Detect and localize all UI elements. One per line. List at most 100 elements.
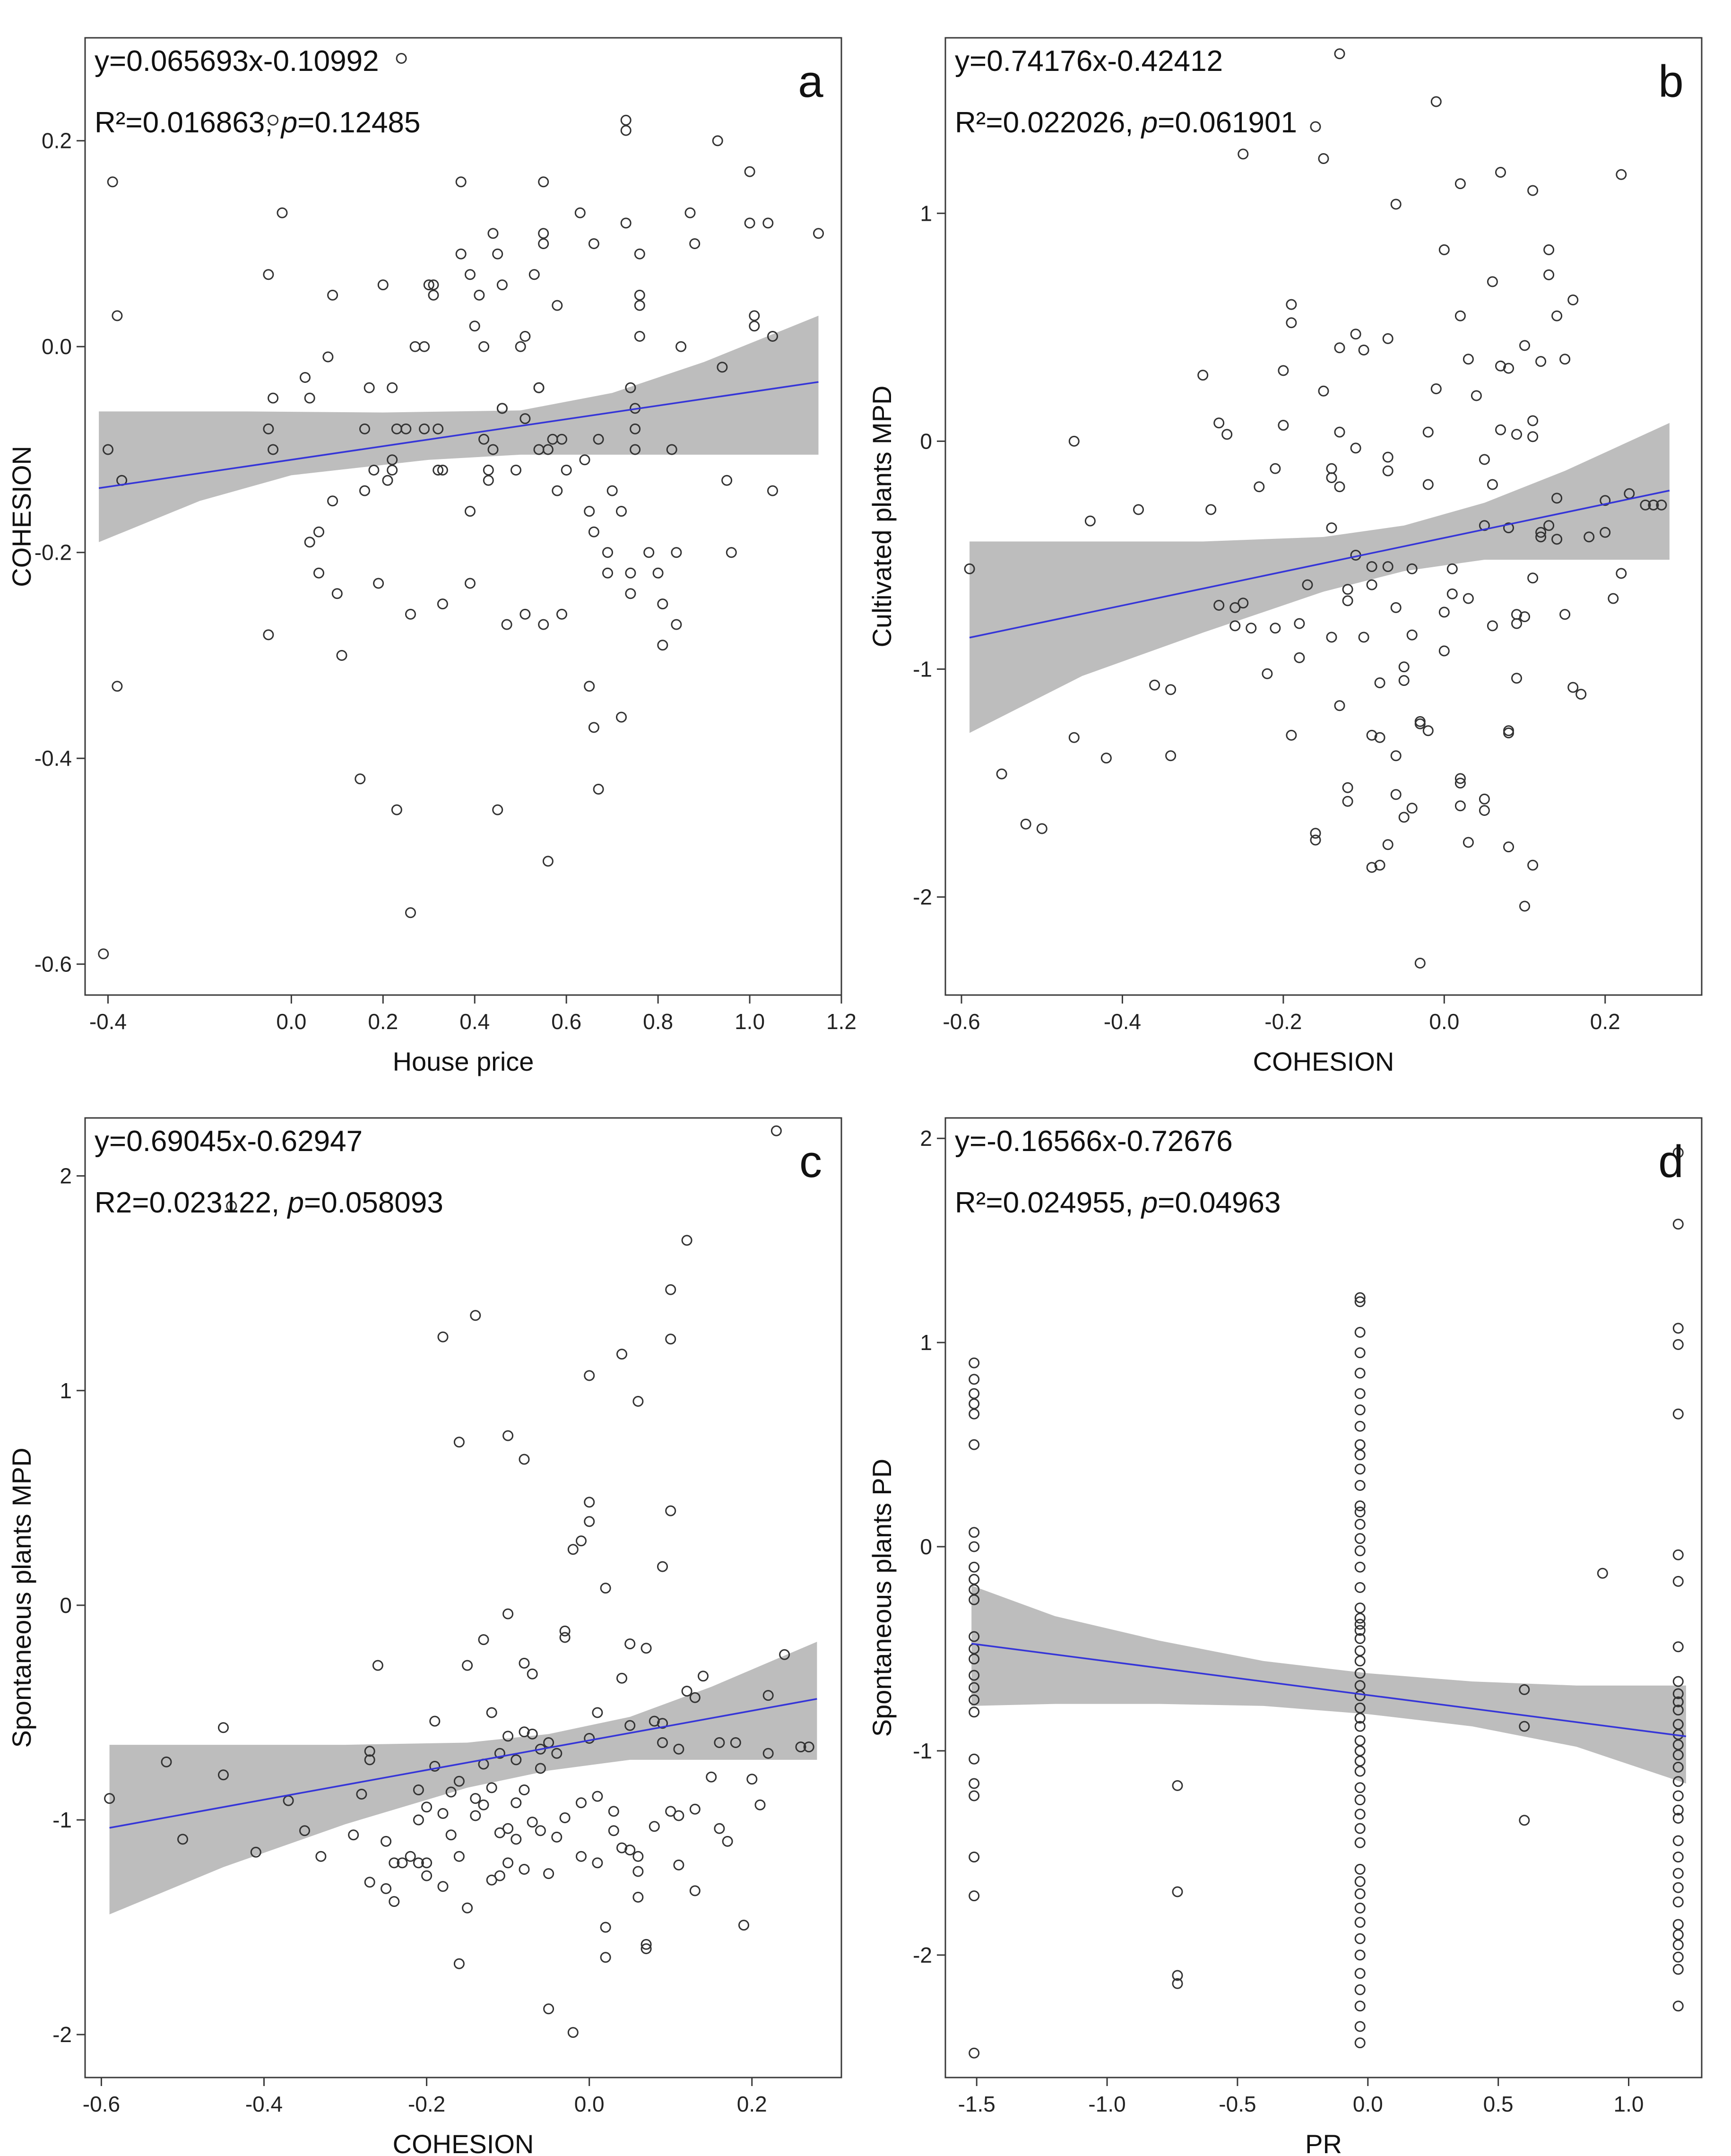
data-point (1390, 602, 1402, 613)
data-point (1551, 493, 1563, 504)
data-point (327, 289, 338, 301)
data-point (1672, 1852, 1684, 1862)
data-point (1527, 185, 1539, 196)
data-point (1262, 668, 1273, 679)
data-point (1165, 684, 1177, 695)
data-point (559, 1625, 571, 1636)
data-point (1197, 370, 1209, 381)
data-point (1382, 465, 1393, 476)
data-point (1354, 1619, 1366, 1630)
data-point (494, 1748, 505, 1759)
data-point (445, 1829, 457, 1841)
data-point (600, 1583, 611, 1594)
data-point (608, 1825, 619, 1836)
data-point (1318, 385, 1329, 397)
data-point (486, 1782, 497, 1793)
data-point (1503, 363, 1514, 374)
data-point (356, 1789, 367, 1800)
x-tick-label: -0.4 (1104, 1009, 1141, 1034)
data-point (453, 1437, 465, 1448)
data-point (1616, 169, 1627, 180)
data-point (969, 1398, 980, 1410)
data-point (112, 681, 123, 692)
data-point (1487, 276, 1498, 287)
p-value: =0.061901 (1158, 106, 1297, 139)
data-point (1390, 750, 1402, 762)
data-point (1334, 700, 1345, 711)
data-point (396, 53, 407, 64)
data-point (744, 217, 755, 229)
data-point (681, 1235, 692, 1246)
data-point (161, 1756, 172, 1767)
x-tick-label: 1.0 (735, 1009, 765, 1034)
data-point (969, 1694, 980, 1706)
data-point (1543, 269, 1555, 280)
data-point (1454, 800, 1466, 812)
x-tick-label: 0.0 (276, 1009, 306, 1034)
data-point (1430, 383, 1442, 394)
data-point (1354, 1721, 1366, 1732)
data-point (535, 1825, 546, 1836)
data-point (1527, 415, 1539, 426)
data-point (364, 382, 375, 393)
data-point (277, 207, 288, 218)
data-point (1672, 1676, 1684, 1687)
data-point (1172, 1970, 1183, 1981)
data-point (1672, 1408, 1684, 1420)
data-point (519, 1454, 530, 1465)
data-point (969, 1654, 980, 1665)
data-point (1354, 1404, 1366, 1416)
data-point (588, 526, 599, 537)
data-point (1495, 360, 1506, 372)
data-point (421, 1801, 433, 1813)
data-point (359, 423, 370, 434)
data-point (1254, 481, 1265, 493)
data-point (400, 423, 412, 434)
data-point (1430, 96, 1442, 107)
panel-c: -0.6 -0.4 -0.2 0.0 0.2 2 1 0 -1 -2 COHESION Spontan… (7, 1117, 842, 2156)
data-point (1354, 1368, 1366, 1379)
data-point (437, 1331, 449, 1342)
data-point (487, 228, 499, 239)
data-point (1354, 1645, 1366, 1656)
data-point (405, 1851, 416, 1862)
data-point (1354, 1602, 1366, 1614)
data-point (428, 289, 439, 301)
panel-b-x-axis-title: COHESION (1253, 1047, 1394, 1076)
data-point (462, 1660, 473, 1671)
y-tick-label: 0 (920, 429, 932, 453)
data-point (1438, 244, 1450, 255)
data-point (1366, 862, 1377, 873)
data-point (1511, 609, 1522, 620)
data-point (496, 403, 508, 414)
data-point (1519, 340, 1530, 351)
data-point (969, 2047, 980, 2059)
data-point (1438, 606, 1450, 618)
data-point (1374, 732, 1385, 743)
data-point (437, 465, 448, 476)
data-point (268, 392, 279, 404)
x-tick-label: 0.0 (1353, 2092, 1383, 2116)
data-point (1672, 1688, 1684, 1699)
data-point (519, 608, 531, 620)
data-point (478, 433, 490, 445)
data-point (969, 1374, 980, 1385)
data-point (1342, 796, 1353, 807)
data-point (1354, 1582, 1366, 1593)
data-point (665, 1806, 676, 1817)
data-point (1354, 1794, 1366, 1806)
data-point (1640, 499, 1651, 511)
data-point (673, 1810, 684, 1821)
data-point (969, 1408, 980, 1420)
x-tick-label: 0.2 (737, 2092, 767, 2116)
data-point (1229, 602, 1241, 613)
data-point (1286, 299, 1297, 310)
data-point (726, 547, 737, 558)
data-point (1133, 504, 1144, 515)
data-point (1406, 563, 1418, 574)
data-point (1165, 750, 1177, 762)
panel-b-letter: b (1658, 56, 1683, 107)
data-point (632, 1866, 644, 1877)
data-point (1672, 1762, 1684, 1773)
